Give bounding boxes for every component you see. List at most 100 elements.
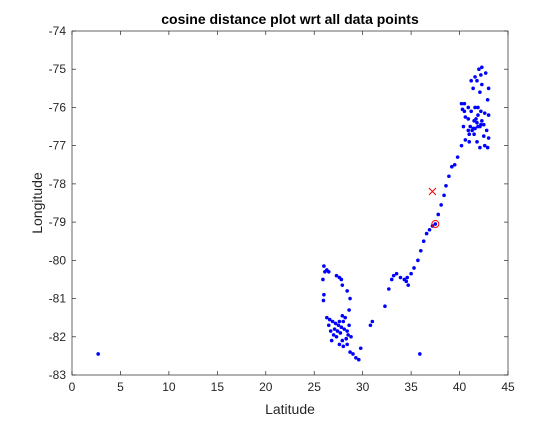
data-point (480, 82, 484, 87)
data-point (389, 277, 394, 282)
data-point (427, 227, 432, 232)
data-point (337, 319, 342, 324)
data-point (338, 331, 343, 335)
y-tick-label: -79 (49, 215, 67, 229)
data-point (344, 336, 348, 341)
data-point (326, 270, 331, 274)
data-point (471, 126, 475, 131)
data-point (325, 315, 329, 320)
data-point (406, 283, 411, 287)
data-point (334, 334, 339, 339)
data-point (421, 239, 426, 244)
data-point (479, 73, 483, 77)
data-point (368, 323, 373, 328)
data-point (486, 86, 491, 91)
x-tick-label: 0 (69, 380, 76, 394)
data-point (486, 113, 491, 117)
plot-area (72, 31, 508, 375)
data-point (478, 90, 482, 94)
data-point (419, 248, 423, 253)
data-point (476, 105, 480, 110)
x-tick-label: 25 (308, 380, 322, 394)
data-point (460, 107, 465, 112)
y-tick-label: -80 (49, 253, 67, 267)
data-point (383, 304, 387, 309)
y-tick-label: -76 (49, 100, 67, 114)
data-point (473, 75, 477, 79)
data-point (480, 65, 484, 70)
y-tick-label: -75 (49, 62, 67, 76)
data-point (466, 117, 471, 121)
data-point (404, 279, 409, 284)
data-point (339, 325, 344, 330)
data-point (466, 105, 471, 110)
x-tick-label: 40 (453, 380, 467, 394)
data-point (351, 352, 355, 356)
data-point (370, 319, 375, 324)
x-tick-label: 5 (117, 380, 124, 394)
data-point (340, 338, 345, 343)
data-point (418, 352, 422, 356)
query-point-marker (428, 187, 437, 196)
data-point (333, 321, 338, 326)
nearest-point-marker (431, 220, 440, 229)
x-tick-label: 15 (211, 380, 225, 394)
data-point (416, 258, 420, 263)
data-point (433, 222, 438, 226)
x-tick-label: 30 (356, 380, 370, 394)
data-point (479, 109, 483, 114)
data-point (322, 292, 326, 297)
data-point (348, 350, 352, 354)
data-point (459, 101, 464, 106)
data-point (354, 356, 358, 360)
y-tick-label: -74 (49, 24, 67, 38)
x-tick-label: 10 (162, 380, 176, 394)
data-point (345, 342, 349, 347)
data-points (96, 65, 491, 362)
data-point (475, 140, 479, 144)
data-point (336, 323, 341, 328)
data-point (349, 334, 353, 339)
data-point (327, 317, 332, 322)
data-point (459, 143, 464, 148)
data-point (478, 124, 482, 129)
data-point (455, 155, 460, 159)
data-point (96, 352, 100, 356)
data-point (345, 289, 349, 293)
data-point (486, 136, 491, 140)
data-point (452, 162, 457, 167)
x-tick-label: 20 (259, 380, 273, 394)
data-point (480, 119, 484, 123)
data-point (331, 333, 336, 337)
data-point (473, 105, 477, 110)
data-point (321, 298, 326, 303)
data-point (444, 184, 448, 188)
data-point (424, 231, 429, 236)
data-point (463, 138, 468, 142)
data-point (337, 342, 342, 347)
chart-title: cosine distance plot wrt all data points (161, 11, 419, 27)
data-point (476, 113, 480, 117)
data-point (391, 273, 396, 278)
y-tick-label: -81 (49, 292, 67, 306)
data-point (321, 277, 325, 282)
data-point (346, 333, 350, 337)
data-point (409, 271, 413, 276)
highlight-markers (428, 187, 440, 229)
data-point (475, 78, 479, 83)
data-point (345, 329, 349, 333)
data-point (469, 109, 473, 114)
data-point (322, 264, 326, 268)
data-point (326, 323, 331, 328)
data-point (469, 78, 473, 83)
data-point (482, 143, 487, 148)
data-point (475, 120, 479, 125)
x-axis-label: Latitude (265, 401, 315, 417)
data-point (332, 327, 337, 331)
y-axis-label: Longitude (29, 172, 45, 234)
data-point (471, 86, 475, 91)
data-point (334, 273, 339, 278)
axes-box (71, 30, 509, 376)
data-point (398, 275, 403, 280)
